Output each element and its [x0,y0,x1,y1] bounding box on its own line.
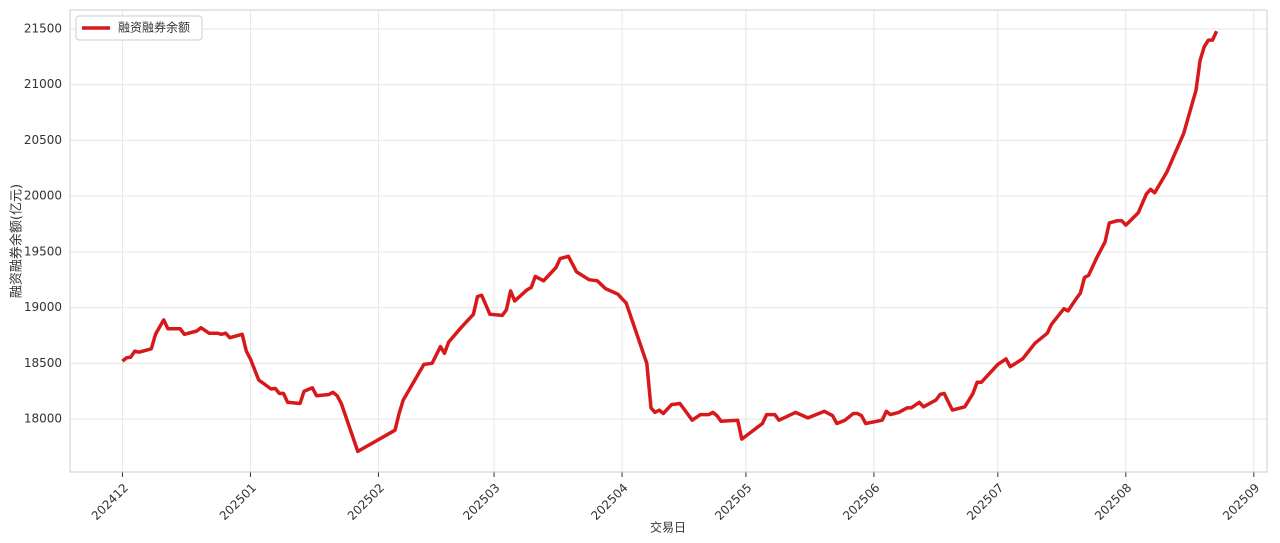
y-tick-label: 21000 [24,77,62,91]
x-tick-label: 202506 [840,481,882,523]
y-axis-label: 融资融券余额(亿元) [9,184,25,298]
x-axis-label: 交易日 [650,520,686,535]
y-tick-label: 18500 [24,356,62,370]
y-tick-label: 18000 [24,412,62,426]
x-tick-label: 202508 [1092,481,1134,523]
plot-frame [69,9,1268,473]
x-tick-label: 202507 [964,481,1006,523]
y-tick-label: 21500 [24,21,62,35]
x-tick-label: 202412 [89,481,131,523]
y-tick-label: 20000 [24,189,62,203]
x-tick-label: 202501 [217,481,259,523]
x-tick-label: 202502 [345,481,387,523]
y-tick-label: 20500 [24,133,62,147]
line [121,30,1219,454]
legend-box [75,15,203,41]
x-tick-label: 202509 [1220,481,1262,523]
x-tick-label: 202504 [588,481,630,523]
y-tick-label: 19000 [24,300,62,314]
y-tick-label: 19500 [24,244,62,258]
legend-label: 融资融券余额 [118,20,190,35]
x-tick-label: 202503 [460,481,502,523]
x-tick-label: 202505 [712,481,754,523]
